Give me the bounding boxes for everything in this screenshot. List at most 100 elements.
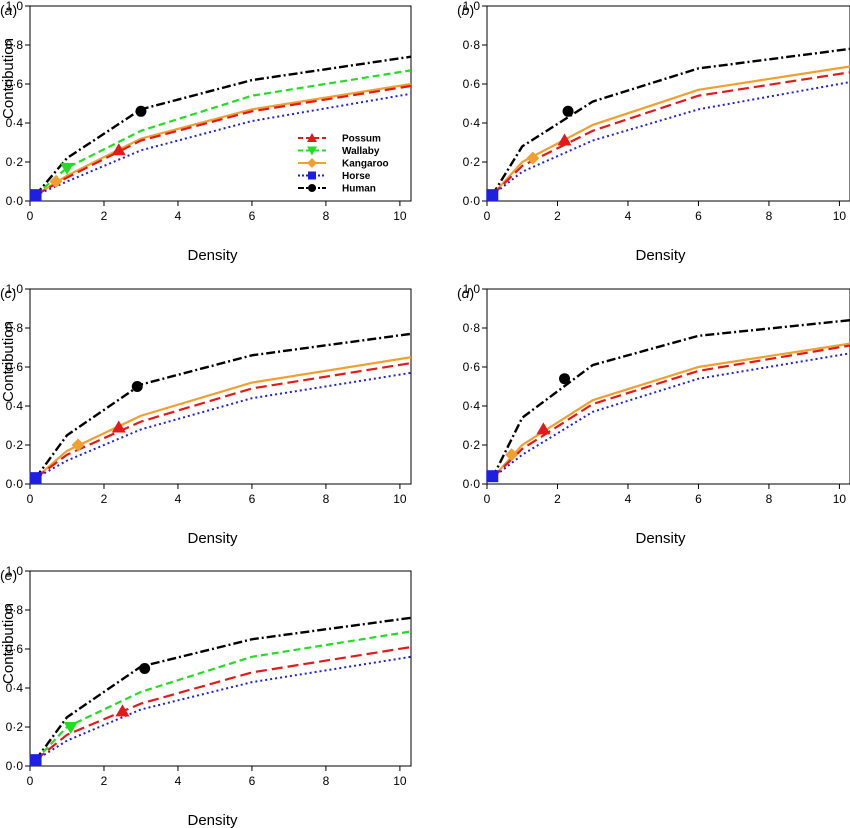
series-line-human: [491, 319, 850, 479]
y-tick-label: 0·0: [463, 477, 481, 491]
y-tick-label: 0·6: [463, 360, 481, 374]
panel-label: (d): [457, 285, 474, 301]
y-tick-label: 0·6: [463, 77, 481, 91]
panel-c: 0·0 0·2 0·4 0·6 0·8 1·0 0 2 4 6 8 10 Density Contribu…: [0, 282, 412, 547]
series-line-possum: [491, 71, 850, 196]
series-line-horse: [491, 81, 850, 196]
y-axis-label: Contribution: [0, 321, 17, 402]
x-tick-label: 2: [101, 492, 108, 506]
y-tick-label: 0·2: [6, 720, 24, 734]
x-axis-label: Density: [635, 247, 686, 264]
x-tick-label: 2: [554, 492, 561, 506]
panel-d: 0·0 0·2 0·4 0·6 0·8 1·0 0 2 4 6 8 10 Density (d): [457, 282, 850, 547]
x-tick-label: 6: [695, 209, 702, 223]
x-tick-label: 2: [101, 774, 108, 788]
y-tick-label: 0·4: [463, 399, 481, 413]
legend-label-horse: Horse: [342, 171, 371, 182]
y-tick-label: 0·8: [463, 321, 481, 335]
x-axis-label: Density: [187, 812, 238, 828]
y-tick-label: 0·0: [6, 194, 24, 208]
series-line-possum: [491, 344, 850, 479]
y-tick-label: 1·0: [6, 282, 24, 296]
x-tick-label: 4: [175, 774, 182, 788]
y-tick-label: 0·2: [463, 438, 481, 452]
x-tick-label: 8: [323, 492, 330, 506]
legend-label-human: Human: [342, 184, 376, 195]
y-tick-label: 0·2: [463, 155, 481, 169]
x-tick-label: 4: [625, 209, 632, 223]
x-tick-label: 8: [766, 492, 773, 506]
y-tick-label: 1·0: [6, 0, 24, 13]
plot-frame: [29, 570, 412, 767]
series-line-horse: [491, 352, 850, 479]
series-line-wallaby: [34, 630, 411, 761]
x-tick-label: 4: [175, 209, 182, 223]
x-axis-label: Density: [635, 530, 686, 547]
legend-label-kangaroo: Kangaroo: [342, 159, 389, 170]
plot-frame: [29, 5, 412, 202]
marker-horse: [29, 472, 42, 485]
panel-label: (b): [457, 2, 474, 18]
marker-horse: [29, 189, 42, 202]
panel-label: (a): [0, 2, 17, 18]
series-line-possum: [34, 645, 411, 762]
series-line-human: [34, 616, 411, 761]
panel-a: 0·0 0·2 0·4 0·6 0·8 1·0 0 2 4 6 8 10 Density Contribu…: [0, 0, 412, 264]
x-tick-label: 2: [101, 209, 108, 223]
panel-b: 0·0 0·2 0·4 0·6 0·8 1·0 0 2 4 6 8 10 Density (b): [457, 0, 850, 264]
plot-frame: [29, 288, 412, 485]
legend-marker-possum: [307, 133, 317, 142]
y-tick-label: 0·6: [6, 77, 24, 91]
series-line-human: [491, 47, 850, 196]
series-line-horse: [35, 655, 411, 761]
marker-possum: [115, 704, 130, 717]
plot-frame: [486, 5, 850, 202]
y-tick-label: 0·0: [463, 194, 481, 208]
x-tick-label: 4: [175, 492, 182, 506]
marker-kangaroo: [49, 175, 63, 188]
x-tick-label: 8: [766, 209, 773, 223]
marker-possum: [111, 420, 126, 433]
marker-possum: [557, 133, 572, 146]
y-tick-label: 0·4: [6, 681, 24, 695]
y-tick-label: 1·0: [463, 282, 481, 296]
x-tick-label: 6: [249, 774, 256, 788]
panel-label: (c): [0, 285, 16, 301]
marker-human: [559, 373, 571, 385]
marker-human: [562, 105, 574, 117]
y-tick-label: 0·8: [6, 321, 24, 335]
legend-marker-wallaby: [307, 146, 317, 156]
marker-horse: [29, 754, 42, 767]
series-line-horse: [35, 371, 411, 480]
series-line-kangaroo: [491, 65, 850, 196]
y-tick-label: 1·0: [6, 564, 24, 578]
plot-frame: [486, 288, 850, 485]
marker-horse: [486, 189, 499, 202]
y-tick-label: 0·0: [6, 477, 24, 491]
y-axis-label: Contribution: [0, 603, 17, 684]
panel-label: (e): [0, 567, 17, 583]
marker-kangaroo: [526, 151, 540, 165]
marker-human: [131, 381, 143, 392]
x-tick-label: 10: [833, 209, 847, 223]
series-line-possum: [34, 362, 411, 480]
marker-wallaby: [59, 162, 74, 175]
x-tick-label: 0: [27, 774, 34, 788]
y-tick-label: 0·4: [463, 116, 481, 130]
legend-marker-human: [308, 184, 316, 192]
x-tick-label: 6: [249, 209, 256, 223]
x-tick-label: 0: [484, 209, 491, 223]
x-tick-label: 10: [393, 774, 407, 788]
x-axis-label: Density: [187, 530, 238, 547]
y-tick-label: 0·4: [6, 116, 24, 130]
series-line-kangaroo: [34, 356, 411, 479]
x-tick-label: 10: [833, 492, 847, 506]
x-tick-label: 10: [393, 492, 407, 506]
marker-human: [135, 105, 147, 117]
x-tick-label: 8: [323, 774, 330, 788]
x-tick-label: 6: [695, 492, 702, 506]
x-tick-label: 6: [249, 492, 256, 506]
y-tick-label: 0·2: [6, 155, 24, 169]
